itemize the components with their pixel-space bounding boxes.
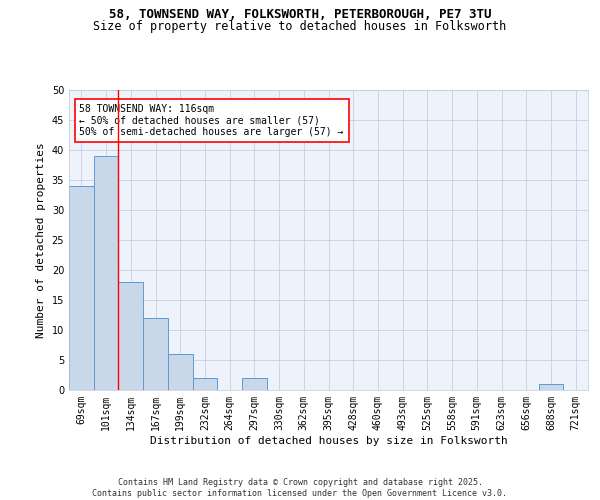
Bar bbox=[69, 186, 94, 390]
Bar bbox=[118, 282, 143, 390]
Text: 58, TOWNSEND WAY, FOLKSWORTH, PETERBOROUGH, PE7 3TU: 58, TOWNSEND WAY, FOLKSWORTH, PETERBOROU… bbox=[109, 8, 491, 20]
Text: Contains HM Land Registry data © Crown copyright and database right 2025.
Contai: Contains HM Land Registry data © Crown c… bbox=[92, 478, 508, 498]
Text: Size of property relative to detached houses in Folksworth: Size of property relative to detached ho… bbox=[94, 20, 506, 33]
X-axis label: Distribution of detached houses by size in Folksworth: Distribution of detached houses by size … bbox=[149, 436, 508, 446]
Bar bbox=[193, 378, 217, 390]
Bar bbox=[539, 384, 563, 390]
Y-axis label: Number of detached properties: Number of detached properties bbox=[36, 142, 46, 338]
Bar bbox=[94, 156, 118, 390]
Text: 58 TOWNSEND WAY: 116sqm
← 50% of detached houses are smaller (57)
50% of semi-de: 58 TOWNSEND WAY: 116sqm ← 50% of detache… bbox=[79, 104, 344, 136]
Bar bbox=[143, 318, 168, 390]
Bar bbox=[242, 378, 267, 390]
Bar bbox=[168, 354, 193, 390]
